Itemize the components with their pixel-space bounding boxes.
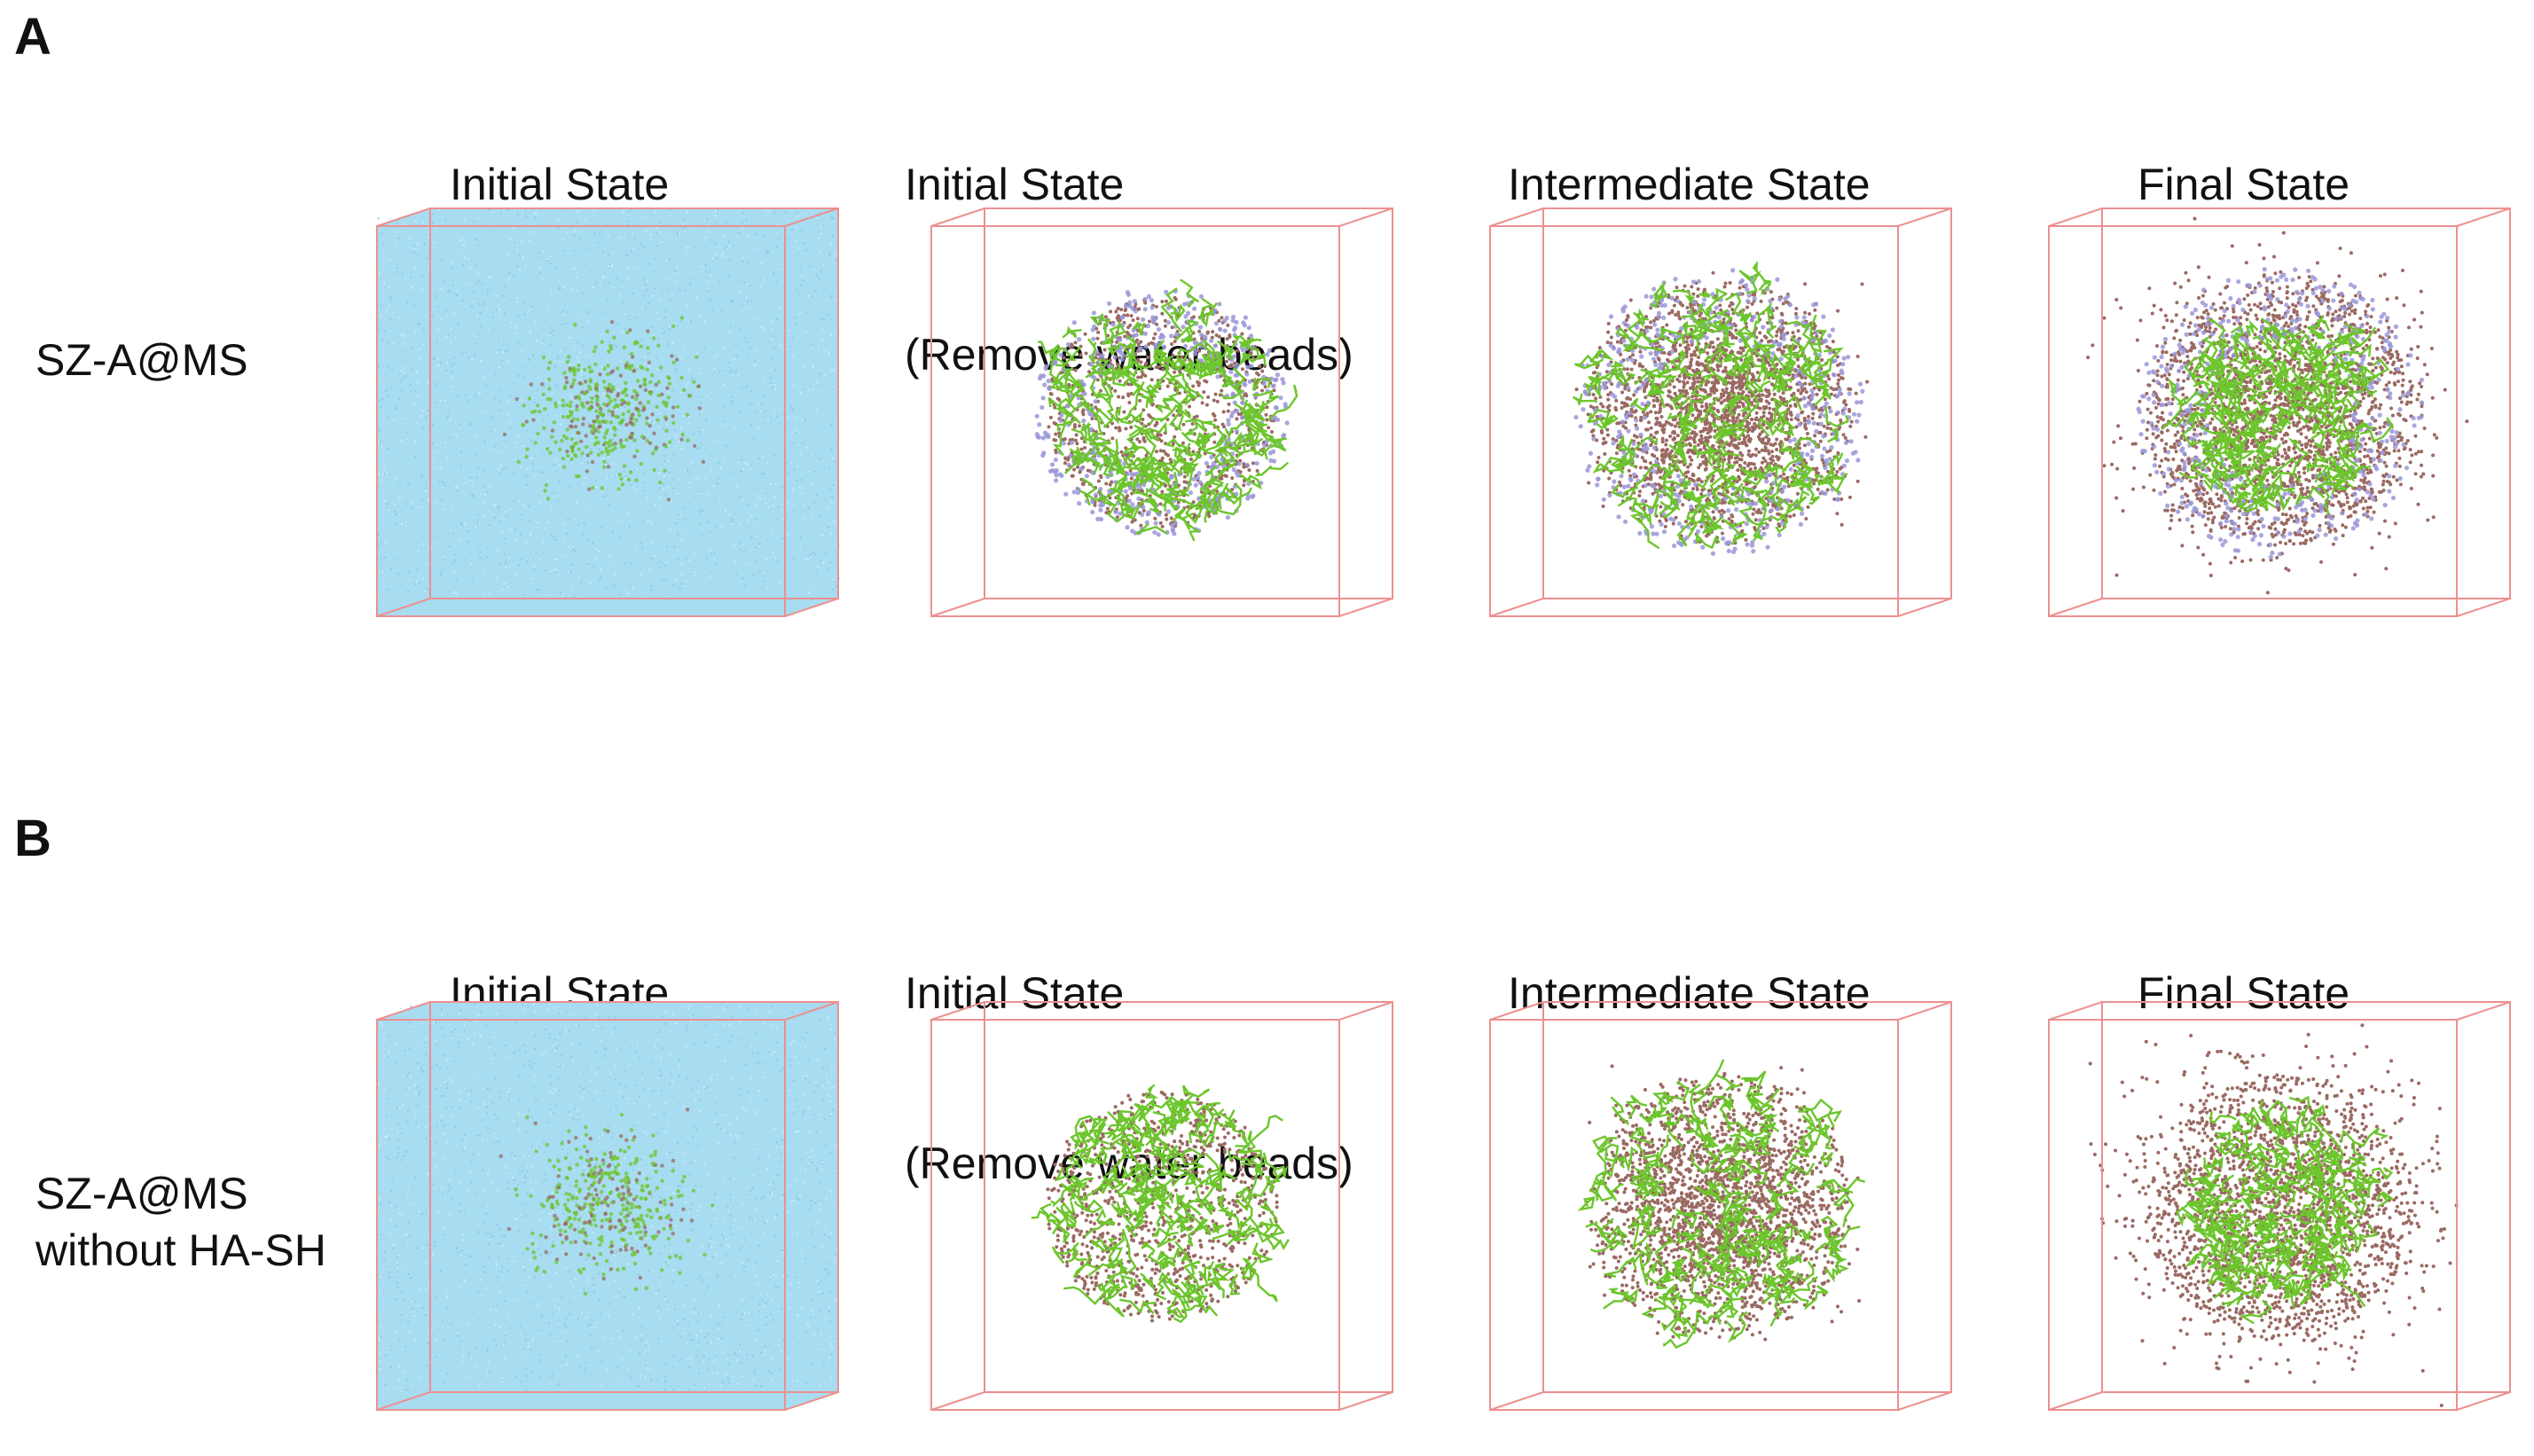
water-beads [377,208,838,616]
title-line: Final State [2138,160,2350,209]
title-line: Initial State [905,968,1125,1018]
row-label: SZ-A@MS without HA-SH [35,1165,326,1279]
green-chains [1037,278,1298,542]
column-title: Intermediate State [1508,851,1871,1078]
title-line: Initial State [450,160,670,209]
simulation-box-intermediate [1481,200,1960,643]
box-edges [1489,207,1952,617]
title-line: Final State [2138,968,2350,1018]
column-title: Intermediate State [1508,43,1871,270]
title-line: Initial State [905,160,1125,209]
simulation-box-initial-water [368,993,847,1436]
box-edges [930,1001,1393,1411]
title-line: Intermediate State [1508,968,1871,1018]
row-label-line: without HA-SH [35,1225,326,1275]
simulation-box-initial-water [368,200,847,643]
column-title: Final State [2138,851,2350,1078]
green-chains [1577,1059,1865,1350]
row-label-line: SZ-A@MS [35,1169,248,1218]
row-label: SZ-A@MS [35,332,248,388]
simulation-box-initial-no-water [922,200,1401,643]
solute-cluster [498,1108,715,1296]
box-edges [1489,1001,1952,1411]
column-title: Initial State [450,43,669,270]
box-edges [376,207,839,617]
simulation-box-final [2040,200,2519,643]
panel-letter-b: B [14,810,51,867]
green-chains [1031,1084,1290,1324]
box-edges [376,1001,839,1411]
simulation-box-initial-no-water [922,993,1401,1436]
row-label-line: SZ-A@MS [35,335,248,385]
column-title: Final State [2138,43,2350,270]
title-line: Intermediate State [1508,160,1871,209]
solute-cluster [502,316,706,502]
box-edges [2048,1001,2511,1411]
green-chains [2176,1095,2394,1325]
green-chains [1572,260,1849,550]
green-chains [2161,315,2395,516]
simulation-box-final [2040,993,2519,1436]
panel-letter-a: A [14,8,51,66]
box-edges [2048,207,2511,617]
box-edges [930,207,1393,617]
simulation-box-intermediate [1481,993,1960,1436]
